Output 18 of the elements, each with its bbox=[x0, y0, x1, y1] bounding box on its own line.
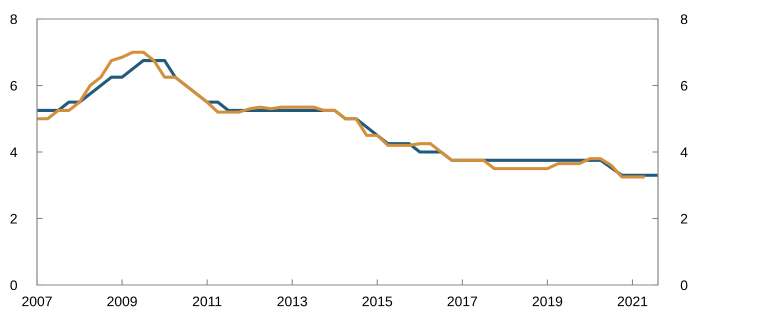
x-tick-label: 2017 bbox=[448, 296, 478, 306]
x-tick-label: 2013 bbox=[277, 296, 308, 306]
y-tick-label: 4 bbox=[10, 147, 18, 158]
y-tick-label: 8 bbox=[10, 14, 17, 24]
x-tick-label: 2019 bbox=[532, 296, 562, 306]
y-tick-label: 0 bbox=[10, 280, 18, 290]
y2-tick-label: 6 bbox=[680, 80, 688, 91]
x-tick-label: 2021 bbox=[618, 296, 648, 306]
y-tick-label: 2 bbox=[10, 214, 17, 224]
y-tick-label: 6 bbox=[10, 80, 17, 91]
x-tick-label: 2007 bbox=[22, 296, 52, 306]
y2-tick-label: 0 bbox=[680, 280, 688, 290]
x-tick-label: 2011 bbox=[192, 296, 222, 306]
y2-tick-label: 4 bbox=[680, 147, 688, 158]
x-tick-label: 2009 bbox=[107, 296, 137, 306]
y2-tick-label: 8 bbox=[680, 14, 688, 24]
x-tick-label: 2015 bbox=[362, 296, 392, 306]
y2-tick-label: 2 bbox=[680, 214, 688, 224]
